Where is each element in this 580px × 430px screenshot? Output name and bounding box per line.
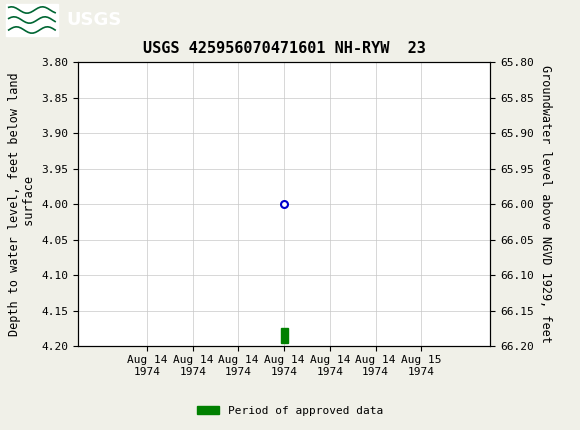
- Y-axis label: Groundwater level above NGVD 1929, feet: Groundwater level above NGVD 1929, feet: [539, 65, 552, 343]
- FancyBboxPatch shape: [6, 4, 58, 36]
- Legend: Period of approved data: Period of approved data: [193, 401, 387, 420]
- Title: USGS 425956070471601 NH-RYW  23: USGS 425956070471601 NH-RYW 23: [143, 40, 426, 55]
- Bar: [281, 329, 288, 343]
- Y-axis label: Depth to water level, feet below land
 surface: Depth to water level, feet below land su…: [8, 72, 36, 336]
- Text: USGS: USGS: [67, 11, 122, 29]
